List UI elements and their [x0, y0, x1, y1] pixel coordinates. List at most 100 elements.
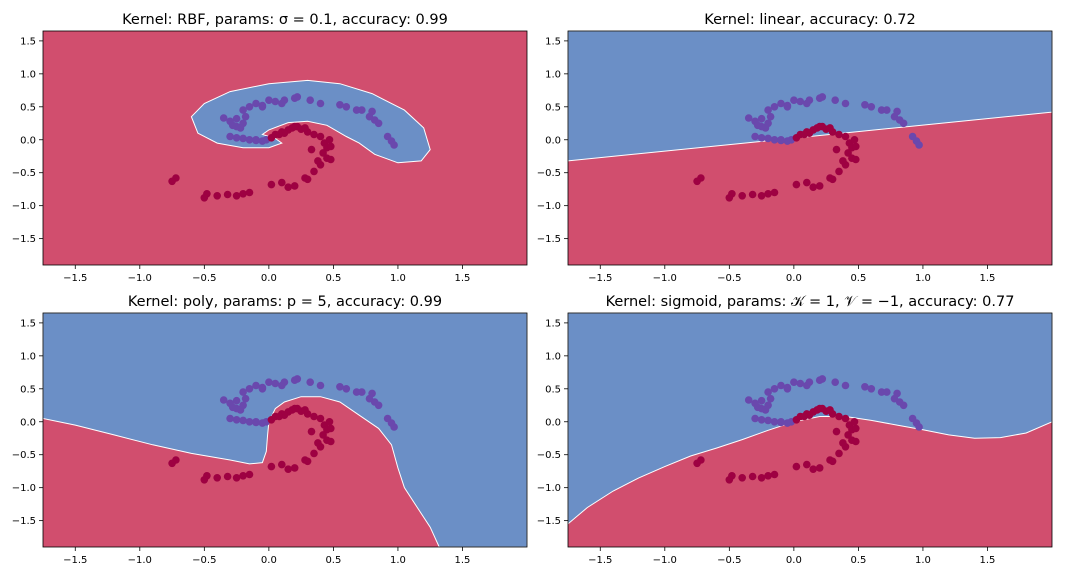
data-point-class_0 — [232, 192, 241, 200]
data-point-class_1 — [239, 416, 247, 425]
data-point-class_0 — [245, 188, 254, 197]
x-tick-label: −1.5 — [63, 555, 87, 566]
data-point-class_1 — [766, 394, 775, 403]
x-tick-label: −0.5 — [717, 273, 741, 284]
data-point-class_0 — [239, 472, 247, 480]
data-point-class_0 — [826, 124, 834, 132]
y-tick-label: 0.0 — [20, 135, 36, 146]
y-tick-label: −1.5 — [537, 234, 561, 245]
x-tick-label: −1.0 — [653, 273, 677, 284]
data-point-class_0 — [307, 427, 316, 436]
data-point-class_1 — [358, 388, 366, 396]
x-tick-label: −0.5 — [192, 555, 216, 566]
data-point-class_0 — [815, 404, 824, 413]
data-point-class_1 — [770, 136, 779, 144]
data-point-class_1 — [777, 418, 785, 426]
data-point-class_1 — [818, 93, 827, 101]
data-point-class_1 — [764, 134, 772, 143]
data-point-class_1 — [241, 394, 250, 403]
y-tick-label: 0.0 — [545, 135, 561, 146]
data-point-class_0 — [316, 132, 325, 141]
data-point-class_1 — [390, 423, 398, 431]
axes-frame — [567, 312, 1053, 548]
data-point-class_1 — [245, 385, 254, 393]
data-point-class_0 — [841, 132, 850, 141]
data-point-class_1 — [764, 401, 772, 410]
data-point-class_0 — [764, 472, 772, 480]
data-point-class_0 — [327, 424, 335, 433]
decision-region — [43, 313, 527, 547]
x-tick-label: 0.0 — [261, 555, 277, 566]
data-point-class_0 — [815, 122, 824, 131]
data-point-class_0 — [200, 194, 209, 202]
data-point-class_1 — [342, 385, 351, 393]
data-point-class_0 — [319, 149, 327, 157]
data-point-class_1 — [777, 136, 785, 144]
data-point-class_0 — [770, 470, 779, 479]
data-point-class_1 — [226, 414, 234, 423]
data-point-class_0 — [314, 157, 322, 165]
x-tick-label: −1.5 — [63, 273, 87, 284]
data-point-class_1 — [358, 106, 366, 114]
y-tick-label: 0.5 — [545, 102, 561, 113]
data-point-class_0 — [213, 474, 221, 482]
data-point-class_1 — [757, 134, 766, 142]
data-point-class_0 — [327, 155, 335, 164]
data-point-class_0 — [852, 155, 860, 164]
data-point-class_0 — [325, 418, 334, 426]
data-point-class_0 — [738, 474, 746, 482]
y-tick-label: −1.5 — [537, 516, 561, 527]
data-point-class_1 — [764, 388, 772, 396]
data-point-class_1 — [241, 112, 250, 121]
data-point-class_0 — [803, 178, 811, 187]
data-point-class_1 — [278, 99, 286, 108]
data-point-class_0 — [693, 459, 701, 468]
data-point-class_0 — [303, 457, 312, 466]
data-point-class_0 — [832, 427, 841, 436]
y-tick-label: −0.5 — [12, 450, 36, 461]
data-point-class_1 — [818, 375, 827, 383]
data-point-class_1 — [239, 119, 247, 128]
data-point-class_1 — [867, 385, 876, 393]
data-point-class_0 — [284, 183, 293, 191]
axes-frame — [42, 312, 528, 548]
x-tick-label: 1.0 — [915, 273, 931, 284]
data-point-class_1 — [915, 423, 923, 431]
x-tick-label: 1.5 — [455, 273, 471, 284]
data-point-class_1 — [232, 396, 241, 405]
subplot-2: −1.5 −1.0 −0.5 0.0 0.5 1.0 1.5 −1.5 −1.0 −0.5 0.0 0… — [537, 12, 1053, 284]
data-point-class_0 — [850, 136, 859, 144]
data-point-class_1 — [764, 119, 772, 128]
data-point-class_0 — [770, 188, 779, 197]
data-point-class_1 — [777, 381, 785, 390]
y-tick-label: −1.0 — [12, 483, 36, 494]
y-tick-label: 1.0 — [545, 351, 561, 362]
data-point-class_1 — [252, 99, 260, 108]
subplot-title: Kernel: poly, params: p = 5, accuracy: 0… — [128, 294, 442, 310]
data-point-class_1 — [239, 134, 247, 143]
data-point-class_0 — [278, 178, 286, 187]
data-point-class_1 — [890, 112, 899, 121]
data-point-class_1 — [306, 378, 315, 387]
data-point-class_1 — [232, 134, 241, 142]
data-point-class_0 — [232, 474, 241, 482]
data-point-class_1 — [831, 378, 839, 387]
data-point-class_0 — [841, 414, 850, 423]
subplot-1: −1.5 −1.0 −0.5 0.0 0.5 1.0 1.5 −1.5 −1.0 −0.5 0.0 0… — [12, 12, 528, 284]
data-point-class_0 — [828, 457, 837, 466]
data-point-class_1 — [861, 101, 869, 109]
data-point-class_1 — [831, 96, 839, 104]
data-point-class_0 — [301, 406, 309, 414]
data-point-class_1 — [258, 103, 267, 111]
data-point-class_1 — [757, 416, 766, 424]
data-point-class_1 — [764, 106, 772, 114]
data-point-class_0 — [168, 459, 176, 468]
data-point-class_0 — [839, 157, 847, 165]
data-point-class_1 — [751, 132, 759, 141]
y-tick-label: −1.0 — [537, 483, 561, 494]
data-point-class_1 — [915, 141, 923, 149]
y-tick-label: 1.0 — [20, 69, 36, 80]
y-tick-label: −1.5 — [12, 234, 36, 245]
data-point-class_1 — [252, 136, 260, 144]
x-tick-label: −1.0 — [653, 555, 677, 566]
